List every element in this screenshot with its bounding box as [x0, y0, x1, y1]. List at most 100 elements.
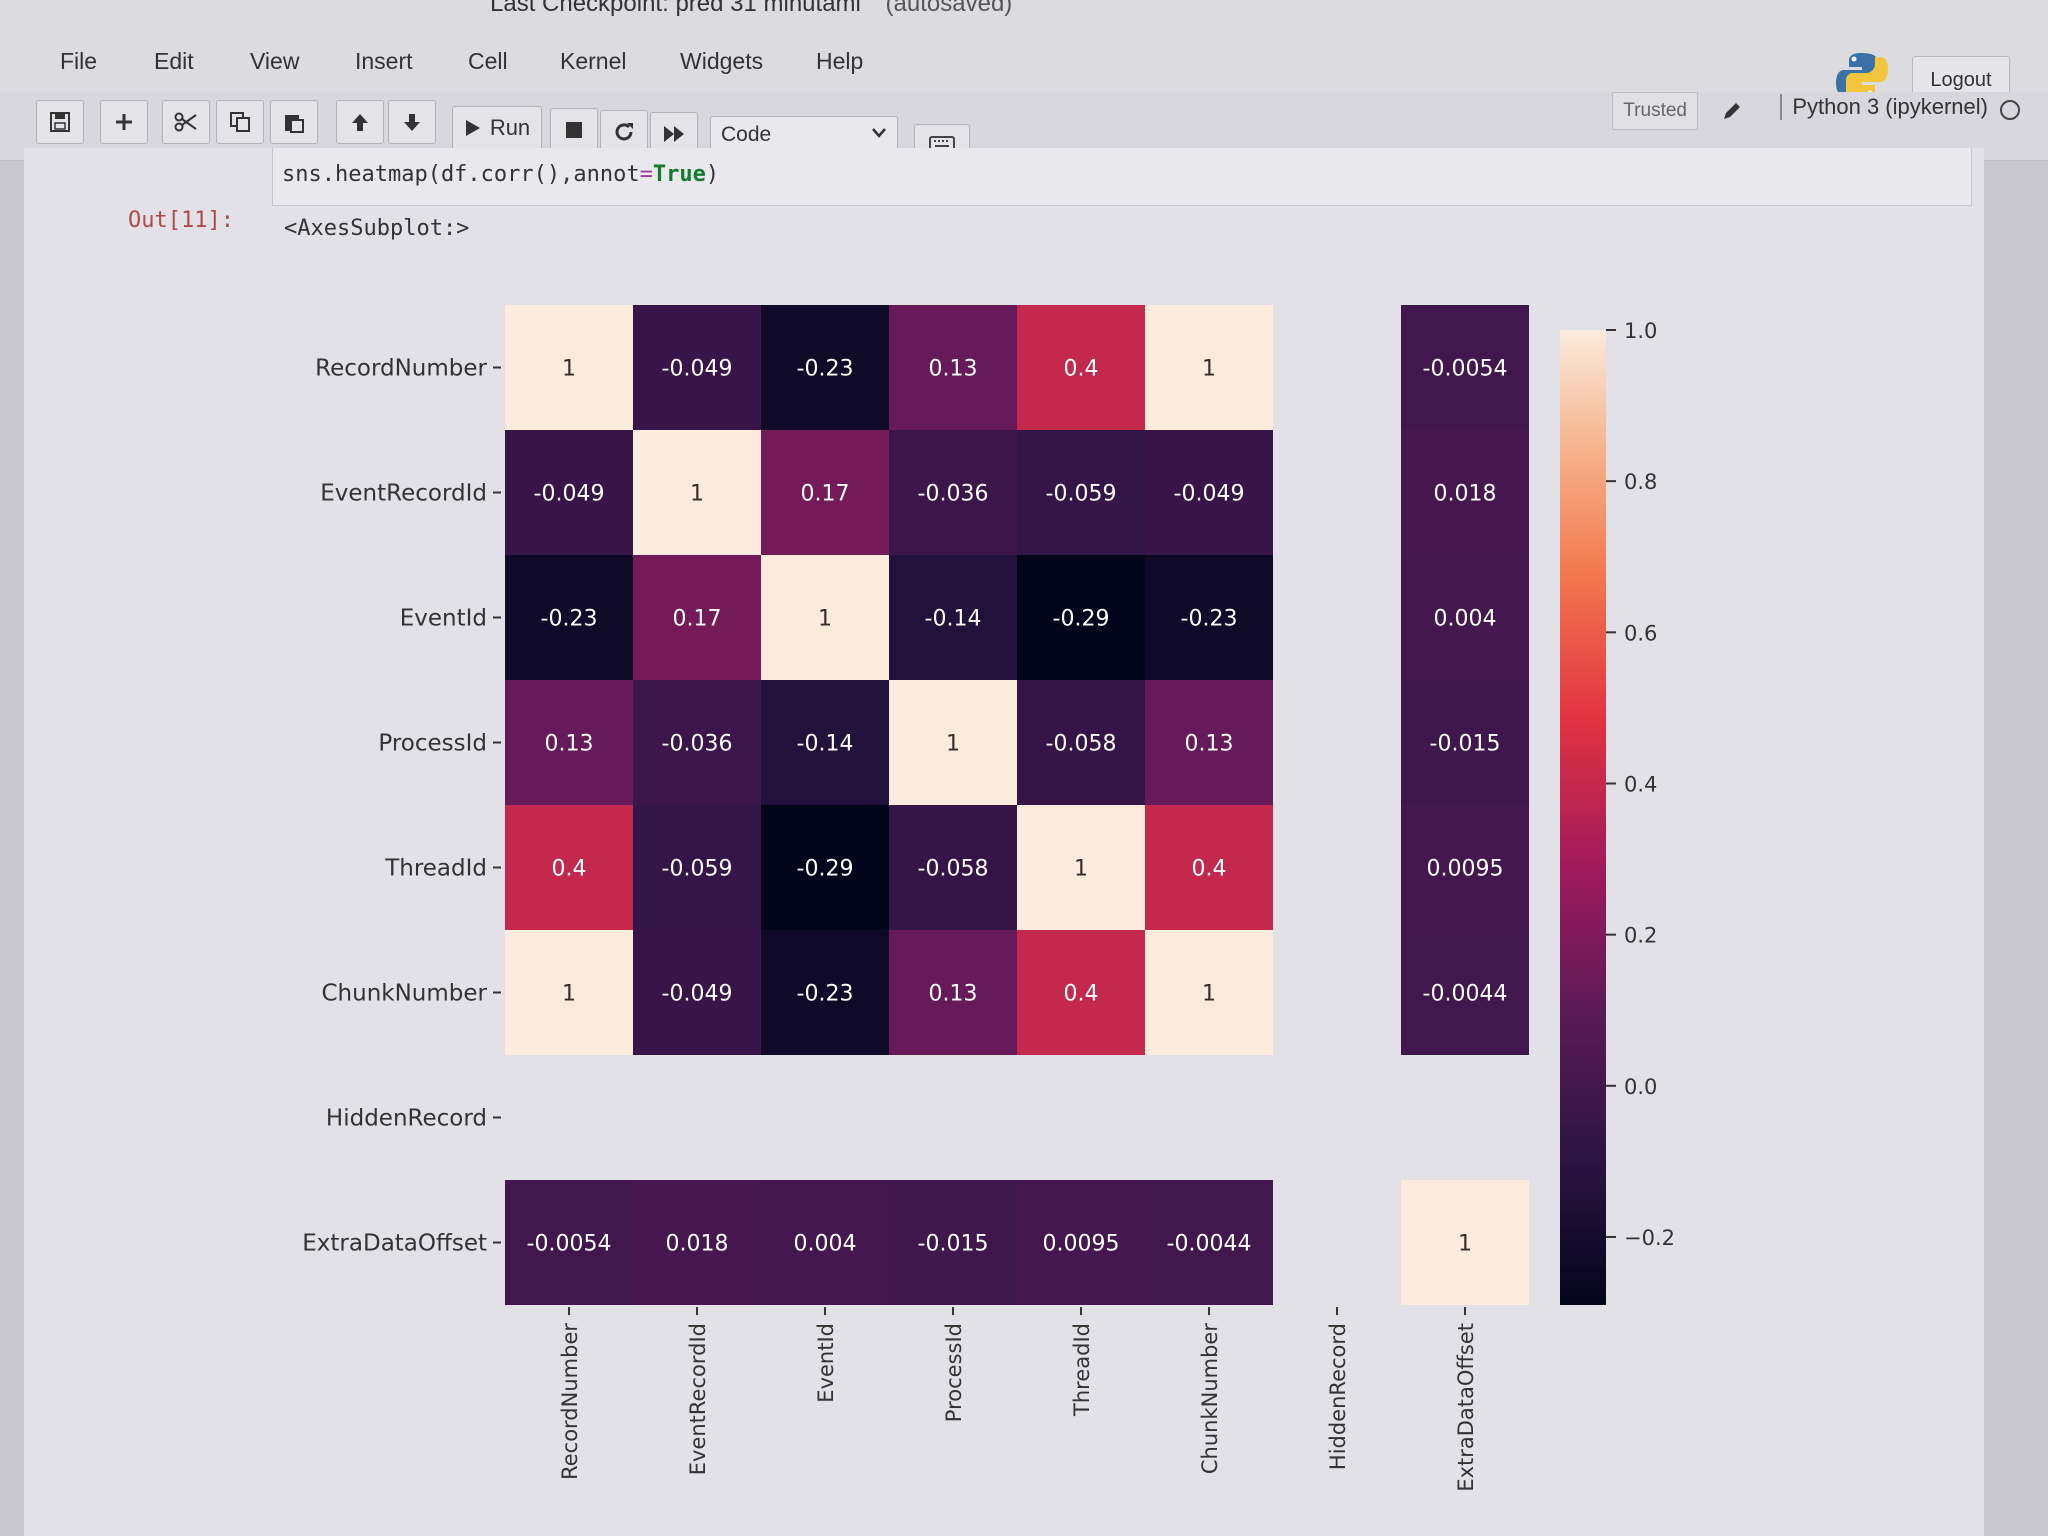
pencil-icon[interactable]	[1721, 100, 1743, 122]
copy-button[interactable]	[216, 100, 264, 144]
insert-cell-button[interactable]	[100, 100, 148, 144]
colorbar-tick-label: 0.6	[1624, 621, 1657, 645]
heatmap-cell	[889, 1180, 1017, 1305]
menu-edit[interactable]: Edit	[154, 48, 194, 74]
cell-annotation: -0.29	[1053, 607, 1110, 632]
cell-annotation: -0.049	[662, 982, 733, 1007]
cut-button[interactable]	[162, 100, 210, 144]
menu-widgets[interactable]: Widgets	[680, 48, 764, 74]
x-tick-label: ExtraDataOffset	[1454, 1323, 1478, 1492]
y-tick-label: ThreadId	[384, 856, 487, 882]
cell-annotation: -0.23	[1181, 607, 1238, 632]
output-text: <AxesSubplot:>	[284, 216, 470, 241]
heatmap-cell	[1017, 680, 1145, 805]
heatmap-cell	[761, 680, 889, 805]
cell-annotation: 1	[690, 482, 704, 507]
heatmap-cell	[633, 305, 761, 430]
y-tick-label: RecordNumber	[315, 356, 487, 382]
copy-icon	[230, 112, 250, 132]
heatmap-cell	[1145, 555, 1273, 680]
restart-kernel-button[interactable]	[600, 110, 648, 154]
colorbar	[1560, 330, 1606, 1305]
heatmap-cell	[1017, 305, 1145, 430]
heatmap-cell	[505, 805, 633, 930]
colorbar-tick-label: 0.2	[1624, 924, 1657, 948]
heatmap-cell	[633, 805, 761, 930]
menu-view[interactable]: View	[250, 48, 300, 74]
move-up-button[interactable]	[336, 100, 384, 144]
heatmap-cell	[1017, 805, 1145, 930]
heatmap-cell	[505, 555, 633, 680]
move-down-button[interactable]	[388, 100, 436, 144]
heatmap-cells: 1 -0.049 -0.23 0.13 0.4 1 -0.0054 -0.049 1 0.17 -0…	[505, 305, 1529, 1305]
x-tick-label: ThreadId	[1070, 1323, 1094, 1417]
heatmap-cell	[761, 305, 889, 430]
run-button[interactable]: Run	[452, 106, 542, 150]
cell-annotation: -0.14	[797, 732, 854, 757]
cell-annotation: 0.0095	[1427, 857, 1504, 882]
cell-annotation: 0.13	[929, 357, 978, 382]
arrow-down-icon	[404, 114, 420, 131]
kernel-name[interactable]: Python 3 (ipykernel)	[1780, 94, 1988, 120]
title-bar: Last Checkpoint: pred 31 minutami (autos…	[0, 0, 2048, 32]
heatmap-cell	[1017, 430, 1145, 555]
heatmap-cell	[1145, 680, 1273, 805]
cell-annotation: -0.015	[1430, 732, 1501, 757]
menu-cell[interactable]: Cell	[468, 48, 508, 74]
colorbar-tick-label: 0.4	[1624, 772, 1657, 796]
autosave-status: (autosaved)	[885, 0, 1013, 17]
fast-forward-icon	[664, 126, 684, 142]
cell-annotation: 1	[818, 607, 832, 632]
code-cell-input[interactable]	[272, 148, 1972, 206]
cell-annotation: 0.018	[666, 1232, 729, 1257]
x-axis-labels: RecordNumber EventRecordId EventId ProcessI…	[558, 1307, 1478, 1492]
plus-icon	[116, 114, 132, 130]
heatmap-cell	[633, 1180, 761, 1305]
cell-type-value: Code	[721, 123, 772, 146]
cell-annotation: -0.0054	[527, 1232, 612, 1257]
cell-annotation: 0.4	[552, 857, 587, 882]
save-button[interactable]	[36, 100, 84, 144]
interrupt-button[interactable]	[550, 108, 598, 152]
cell-annotation: 0.13	[545, 732, 594, 757]
menu-kernel[interactable]: Kernel	[560, 48, 627, 74]
heatmap-cell	[1401, 430, 1529, 555]
heatmap-cell	[1017, 555, 1145, 680]
heatmap-cell	[1401, 680, 1529, 805]
colorbar-tick-label: −0.2	[1624, 1226, 1675, 1250]
cell-annotation: -0.14	[925, 607, 982, 632]
cell-annotation: -0.059	[1046, 482, 1117, 507]
arrow-up-icon	[352, 114, 368, 131]
cell-annotation: 0.4	[1192, 857, 1227, 882]
paste-button[interactable]	[270, 100, 318, 144]
heatmap-cell	[889, 430, 1017, 555]
trusted-indicator[interactable]: Trusted	[1612, 92, 1698, 130]
run-label: Run	[489, 115, 531, 140]
heatmap-cell	[1401, 555, 1529, 680]
menu-file[interactable]: File	[60, 48, 98, 74]
cell-annotation: 1	[1202, 982, 1216, 1007]
cell-annotation: -0.058	[1046, 732, 1117, 757]
cell-annotation: 1	[1458, 1232, 1472, 1257]
cell-annotation: -0.23	[797, 357, 854, 382]
restart-icon	[615, 123, 633, 141]
code-operator: =	[639, 162, 653, 187]
heatmap-cell	[1017, 930, 1145, 1055]
save-icon	[50, 112, 70, 132]
x-tick-label: RecordNumber	[558, 1323, 582, 1480]
cell-annotation: 0.4	[1064, 357, 1099, 382]
cell-annotation: -0.29	[797, 857, 854, 882]
cell-annotation: -0.036	[662, 732, 733, 757]
menu-help[interactable]: Help	[816, 48, 864, 74]
cell-annotation: -0.049	[534, 482, 605, 507]
cell-annotation: -0.059	[662, 857, 733, 882]
heatmap-cell	[761, 930, 889, 1055]
menu-insert[interactable]: Insert	[355, 48, 413, 74]
cell-annotation: 0.17	[801, 482, 850, 507]
heatmap-cell	[889, 805, 1017, 930]
heatmap-cell	[761, 555, 889, 680]
heatmap-cell	[889, 680, 1017, 805]
cell-annotation: 0.13	[929, 982, 978, 1007]
heatmap-cell	[633, 930, 761, 1055]
heatmap-cell	[633, 680, 761, 805]
